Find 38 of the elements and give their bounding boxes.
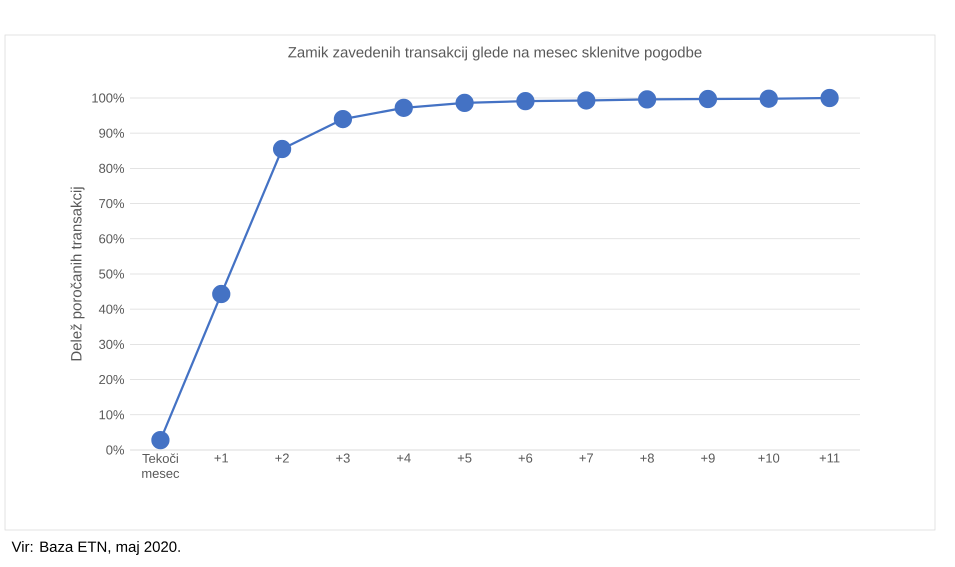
- y-tick-label: 90%: [99, 128, 124, 138]
- point: [820, 88, 839, 108]
- chart-title: Zamik zavedenih transakcij glede na mesec sklenitve pogodbe: [288, 46, 702, 60]
- x-tick-label: +2: [275, 454, 289, 463]
- x-tick-label: Tekoči mesec: [142, 453, 180, 478]
- point: [272, 140, 292, 158]
- y-tick-label: 50%: [99, 269, 124, 279]
- point: [334, 110, 352, 128]
- point: [455, 94, 474, 112]
- point: [760, 90, 778, 108]
- x-tick-label: +11: [820, 454, 840, 462]
- x-tick-label: +3: [336, 454, 350, 463]
- text: Vir: Baza ETN, maj 2020.: [12, 541, 180, 555]
- point: [394, 98, 413, 117]
- point: [638, 90, 656, 109]
- x-tick-label: +10: [758, 454, 780, 463]
- x-tick-label: +7: [580, 454, 593, 462]
- y-tick-label: 30%: [99, 340, 124, 349]
- y-axis-title: Delež poročanih transakcij: [70, 187, 85, 360]
- y-tick-label: 20%: [99, 374, 124, 384]
- y-tick-label: 100%: [92, 93, 124, 103]
- point: [698, 90, 718, 108]
- x-tick-label: +4: [397, 454, 411, 462]
- point: [577, 91, 596, 110]
- x-tick-label: +6: [518, 454, 532, 463]
- y-tick-label: 40%: [98, 304, 124, 314]
- x-tick-label: +5: [458, 454, 472, 463]
- y-tick-label: 10%: [100, 410, 124, 420]
- point: [151, 431, 170, 450]
- y-tick-label: 60%: [99, 234, 124, 244]
- y-tick-label: 80%: [99, 164, 124, 173]
- y-tick-label: 0%: [106, 445, 124, 455]
- x-tick-label: +8: [640, 454, 654, 463]
- y-tick-label: 70%: [99, 198, 124, 208]
- point: [516, 92, 535, 110]
- x-tick-label: +9: [701, 454, 715, 463]
- point: [212, 284, 230, 304]
- x-tick-label: +1: [214, 454, 228, 462]
